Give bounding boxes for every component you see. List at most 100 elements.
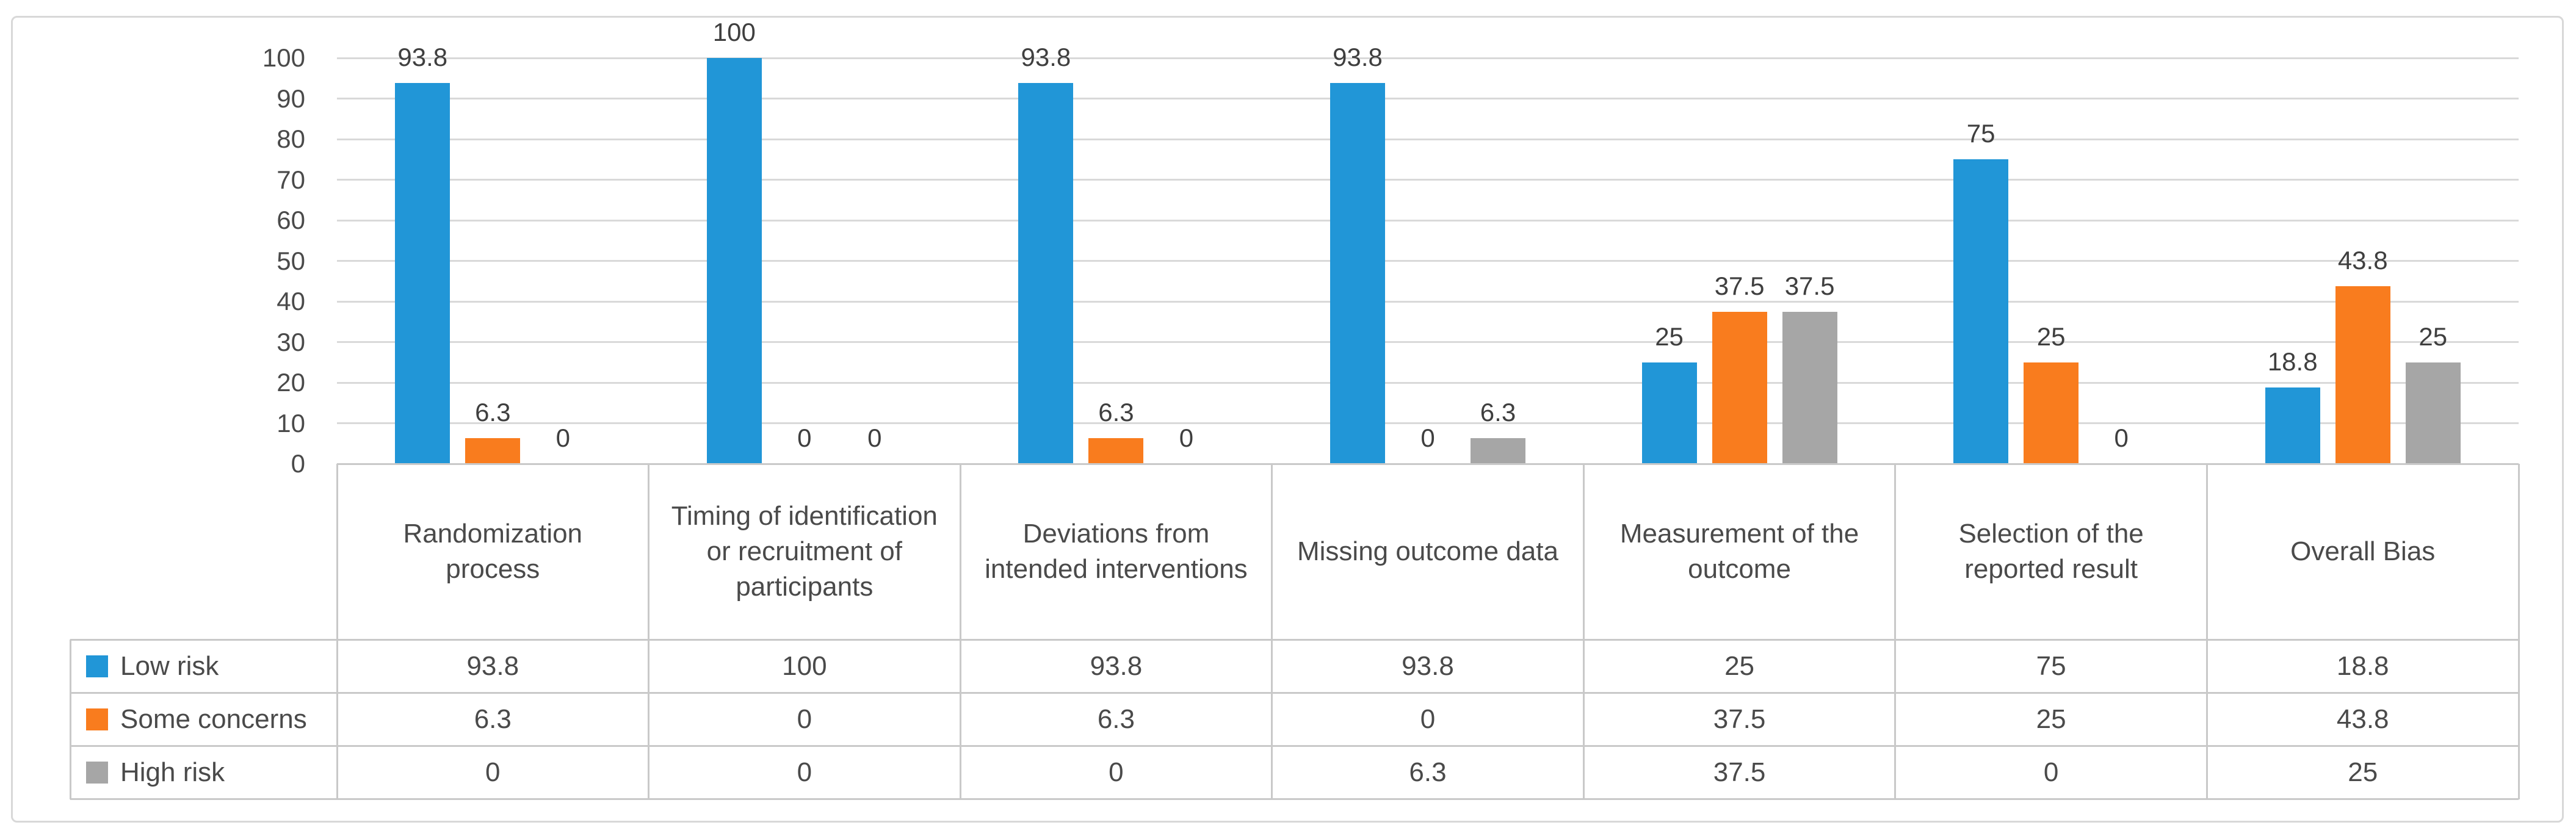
legend-cell-high-risk: High risk xyxy=(70,746,337,799)
bar-value-label: 25 xyxy=(2036,322,2066,351)
bar-some-concerns xyxy=(2024,362,2079,464)
category-header-cell: Measurement of the outcome xyxy=(1619,519,1859,584)
legend-swatch-high-risk-icon xyxy=(86,762,108,784)
bar-low-risk xyxy=(706,58,762,464)
table-column-border xyxy=(648,464,650,799)
table-value-cell: 6.3 xyxy=(1409,757,1447,788)
table-value-cell: 25 xyxy=(1724,650,1755,681)
table-value-cell: 0 xyxy=(1109,757,1124,788)
table-value-cell: 25 xyxy=(2036,704,2066,734)
bar-value-label: 93.8 xyxy=(1021,43,1071,72)
table-column-border xyxy=(2205,464,2208,799)
bar-value-label: 93.8 xyxy=(397,43,448,72)
y-axis-tick-label: 0 xyxy=(291,449,305,478)
bar-value-label: 37.5 xyxy=(1714,271,1765,300)
bar-low-risk xyxy=(1953,159,2009,464)
table-value-cell: 0 xyxy=(485,757,501,788)
legend-swatch-some-concerns-icon xyxy=(86,708,108,730)
category-header-cell: Deviations from intended interventions xyxy=(985,519,1248,584)
table-column-border xyxy=(1894,464,1897,799)
category-header-cell: Selection of the reported result xyxy=(1958,519,2144,584)
bar-some-concerns xyxy=(1712,311,1767,464)
category-header-cell: Missing outcome data xyxy=(1297,536,1558,566)
table-value-cell: 93.8 xyxy=(1402,650,1454,681)
y-axis-tick-label: 60 xyxy=(277,206,305,234)
gridline xyxy=(337,179,2519,181)
bar-high-risk xyxy=(1782,311,1837,464)
bar-value-label: 25 xyxy=(1655,322,1684,351)
table-value-cell: 37.5 xyxy=(1713,704,1766,734)
bar-value-label: 37.5 xyxy=(1784,271,1835,300)
bar-value-label: 18.8 xyxy=(2267,347,2318,376)
gridline xyxy=(337,260,2519,262)
bar-some-concerns xyxy=(1088,438,1144,464)
table-value-cell: 6.3 xyxy=(474,704,512,734)
table-value-cell: 75 xyxy=(2036,650,2066,681)
legend-swatch-low-risk-icon xyxy=(86,655,108,677)
gridline xyxy=(337,219,2519,222)
table-row-border xyxy=(70,798,2519,801)
gridline xyxy=(337,381,2519,384)
bar-high-risk xyxy=(2405,362,2461,464)
bar-value-label: 0 xyxy=(555,423,570,452)
table-value-cell: 100 xyxy=(782,650,827,681)
gridline xyxy=(337,341,2519,343)
bar-value-label: 25 xyxy=(2419,322,2448,351)
table-value-cell: 18.8 xyxy=(2336,650,2389,681)
gridline xyxy=(337,138,2519,140)
category-header-cell: Timing of identification or recruitment … xyxy=(671,501,938,602)
y-axis-tick-label: 10 xyxy=(277,408,305,438)
table-row-border xyxy=(70,638,2519,641)
table-value-cell: 0 xyxy=(1420,704,1436,734)
bar-value-label: 6.3 xyxy=(1098,398,1134,427)
gridline xyxy=(337,422,2519,424)
gridline xyxy=(337,300,2519,303)
gridline xyxy=(337,98,2519,99)
bar-value-label: 0 xyxy=(2114,423,2129,452)
y-axis-tick-label: 40 xyxy=(277,287,305,315)
table-value-cell: 93.8 xyxy=(466,650,519,681)
table-value-cell: 6.3 xyxy=(1097,704,1135,734)
table-value-cell: 0 xyxy=(797,704,812,734)
table-value-cell: 43.8 xyxy=(2336,704,2389,734)
table-value-cell: 0 xyxy=(2043,757,2059,788)
table-row-border xyxy=(337,463,2519,465)
table-column-border xyxy=(1582,464,1585,799)
legend-cell-some-concerns: Some concerns xyxy=(70,693,337,746)
y-axis-tick-label: 80 xyxy=(277,124,305,153)
bar-low-risk xyxy=(1641,362,1697,464)
table-column-border xyxy=(959,464,961,799)
bar-some-concerns xyxy=(2335,286,2390,464)
table-column-border xyxy=(336,464,338,799)
table-column-border xyxy=(1271,464,1273,799)
bar-some-concerns xyxy=(465,438,521,464)
bar-low-risk xyxy=(2265,387,2320,464)
y-axis-tick-label: 20 xyxy=(277,368,305,397)
y-axis-tick-label: 50 xyxy=(277,246,305,275)
bar-value-label: 43.8 xyxy=(2337,245,2388,275)
table-row-border xyxy=(70,691,2519,694)
bar-value-label: 6.3 xyxy=(475,398,511,427)
bar-low-risk xyxy=(1018,83,1074,464)
gridline xyxy=(337,57,2519,59)
table-value-cell: 0 xyxy=(797,757,812,788)
table-value-cell: 93.8 xyxy=(1090,650,1143,681)
table-column-border xyxy=(69,640,71,799)
bar-value-label: 93.8 xyxy=(1333,43,1383,72)
bar-high-risk xyxy=(1471,438,1525,464)
category-header-cell: Overall Bias xyxy=(2290,536,2436,566)
table-value-cell: 37.5 xyxy=(1713,757,1766,788)
bar-value-label: 75 xyxy=(1966,119,1995,148)
y-axis-tick-label: 90 xyxy=(277,84,305,113)
legend-label: Low risk xyxy=(120,650,219,681)
bar-value-label: 0 xyxy=(867,423,882,452)
bar-value-label: 6.3 xyxy=(1480,398,1516,427)
table-row-border xyxy=(70,745,2519,748)
bar-value-label: 0 xyxy=(1420,423,1435,452)
table-value-cell: 25 xyxy=(2348,757,2378,788)
category-header-cell: Randomization process xyxy=(403,519,583,584)
y-axis-tick-label: 30 xyxy=(277,327,305,356)
